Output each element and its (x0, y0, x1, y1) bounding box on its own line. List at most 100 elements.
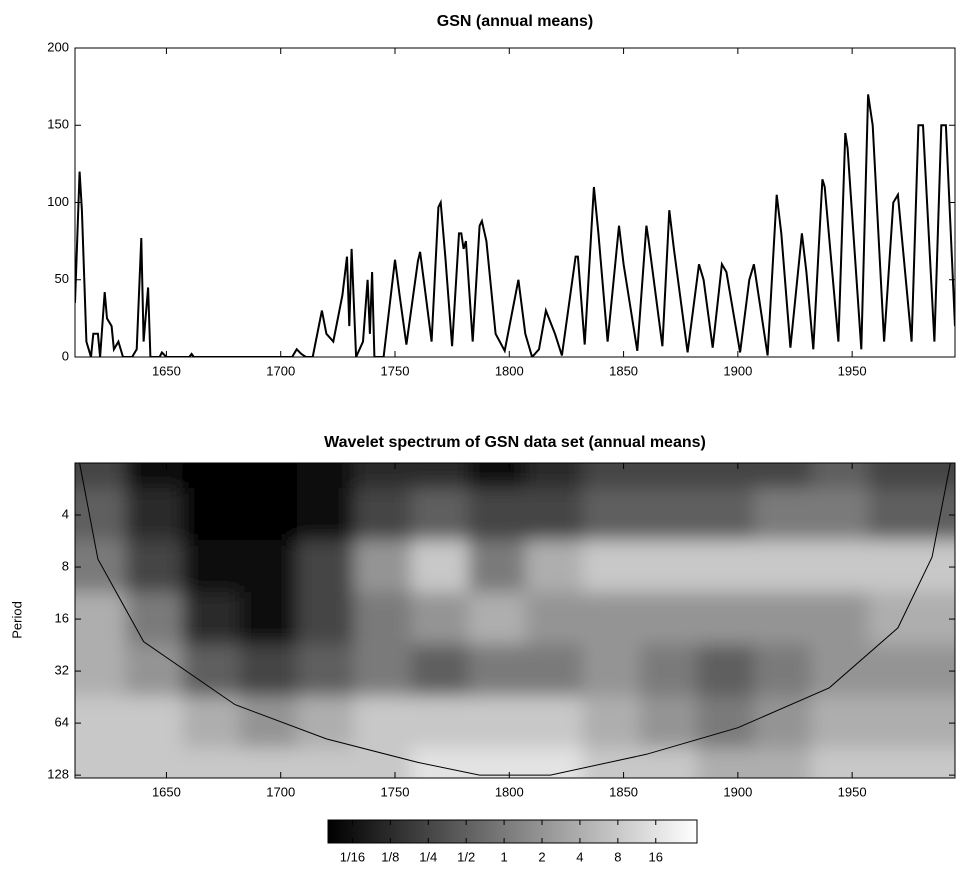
x-tick-label: 1900 (723, 363, 752, 378)
heatmap-cell (525, 644, 585, 699)
heatmap-cell (125, 748, 185, 778)
heatmap-cell (182, 696, 242, 751)
heatmap-cell (754, 488, 814, 543)
heatmap-cell (639, 644, 699, 699)
colorbar-tick-label: 1/16 (340, 849, 365, 864)
heatmap-cell (125, 540, 185, 595)
cone-of-influence (79, 463, 951, 776)
heatmap-cell (75, 696, 128, 751)
heatmap-cell (811, 696, 871, 751)
heatmap-cell (525, 592, 585, 647)
heatmap-cell (754, 592, 814, 647)
colorbar-tick-label: 1 (500, 849, 507, 864)
heatmap-cell (754, 463, 814, 491)
heatmap-cell (182, 463, 242, 491)
heatmap-cell (696, 696, 756, 751)
heatmap-cell (411, 488, 471, 543)
x-tick-label: 1900 (723, 784, 752, 799)
heatmap-cell (525, 463, 585, 491)
colorbar-tick-label: 1/2 (457, 849, 475, 864)
heatmap-cell (525, 488, 585, 543)
heatmap-cell (354, 644, 414, 699)
heatmap-cell (868, 540, 928, 595)
heatmap-cell (468, 540, 528, 595)
heatmap-cell (354, 540, 414, 595)
heatmap-cell (296, 748, 356, 778)
x-tick-label: 1850 (609, 363, 638, 378)
heatmap-cell (296, 463, 356, 491)
heatmap-cell (468, 488, 528, 543)
heatmap-cell (75, 488, 128, 543)
heatmap-cell (354, 592, 414, 647)
heatmap-cell (811, 488, 871, 543)
heatmap-cell (182, 748, 242, 778)
heatmap-cell (868, 592, 928, 647)
heatmap-cell (182, 540, 242, 595)
heatmap-cell (868, 696, 928, 751)
heatmap-cell (182, 592, 242, 647)
x-tick-label: 1950 (838, 363, 867, 378)
heatmap-cell (239, 488, 299, 543)
x-tick-label: 1800 (495, 363, 524, 378)
heatmap-cell (639, 696, 699, 751)
heatmap-cell (296, 540, 356, 595)
heatmap-cell (125, 488, 185, 543)
heatmap-cell (582, 463, 642, 491)
colorbar-tick-label: 2 (538, 849, 545, 864)
heatmap-cell (696, 748, 756, 778)
y-tick-label: 128 (47, 767, 69, 782)
heatmap-cell (182, 488, 242, 543)
heatmap-cell (239, 592, 299, 647)
heatmap-cell (125, 463, 185, 491)
heatmap-cell (411, 463, 471, 491)
x-tick-label: 1750 (381, 363, 410, 378)
y-tick-label: 200 (47, 39, 69, 54)
colorbar-tick-label: 1/8 (381, 849, 399, 864)
x-tick-label: 1650 (152, 784, 181, 799)
plot-area (75, 463, 955, 778)
heatmap-cell (182, 644, 242, 699)
x-tick-label: 1650 (152, 363, 181, 378)
y-tick-label: 32 (55, 663, 69, 678)
heatmap-cell (582, 644, 642, 699)
x-tick-label: 1950 (838, 784, 867, 799)
heatmap-cell (75, 463, 128, 491)
heatmap-cell (75, 540, 128, 595)
data-line (75, 94, 955, 357)
colorbar-tick-label: 1/4 (419, 849, 437, 864)
heatmap-cell (239, 463, 299, 491)
heatmap-cell (925, 463, 955, 491)
x-tick-label: 1850 (609, 784, 638, 799)
heatmap-cell (639, 592, 699, 647)
plot-area (75, 94, 955, 357)
heatmap-cell (754, 540, 814, 595)
heatmap-cell (468, 696, 528, 751)
heatmap-cell (354, 488, 414, 543)
heatmap-cell (811, 644, 871, 699)
heatmap-cell (582, 488, 642, 543)
colorbar-tick-label: 16 (649, 849, 663, 864)
heatmap-cell (811, 463, 871, 491)
heatmap-cell (525, 540, 585, 595)
heatmap-cell (868, 644, 928, 699)
heatmap-cell (525, 696, 585, 751)
axes-box (74, 47, 956, 358)
heatmap-cell (75, 644, 128, 699)
x-tick-label: 1700 (266, 784, 295, 799)
heatmap-cell (639, 540, 699, 595)
heatmap-cell (468, 748, 528, 778)
heatmap-cell (411, 592, 471, 647)
heatmap-cell (925, 748, 955, 778)
heatmap-cell (411, 644, 471, 699)
heatmap-cell (868, 748, 928, 778)
heatmap-cell (696, 540, 756, 595)
chart-title: Wavelet spectrum of GSN data set (annual… (324, 434, 706, 451)
heatmap-cell (868, 463, 928, 491)
heatmap-cell (75, 748, 128, 778)
heatmap-cell (639, 488, 699, 543)
heatmap-cell (754, 644, 814, 699)
heatmap-cell (125, 644, 185, 699)
y-axis-label: Period (9, 601, 24, 639)
heatmap-cell (582, 748, 642, 778)
